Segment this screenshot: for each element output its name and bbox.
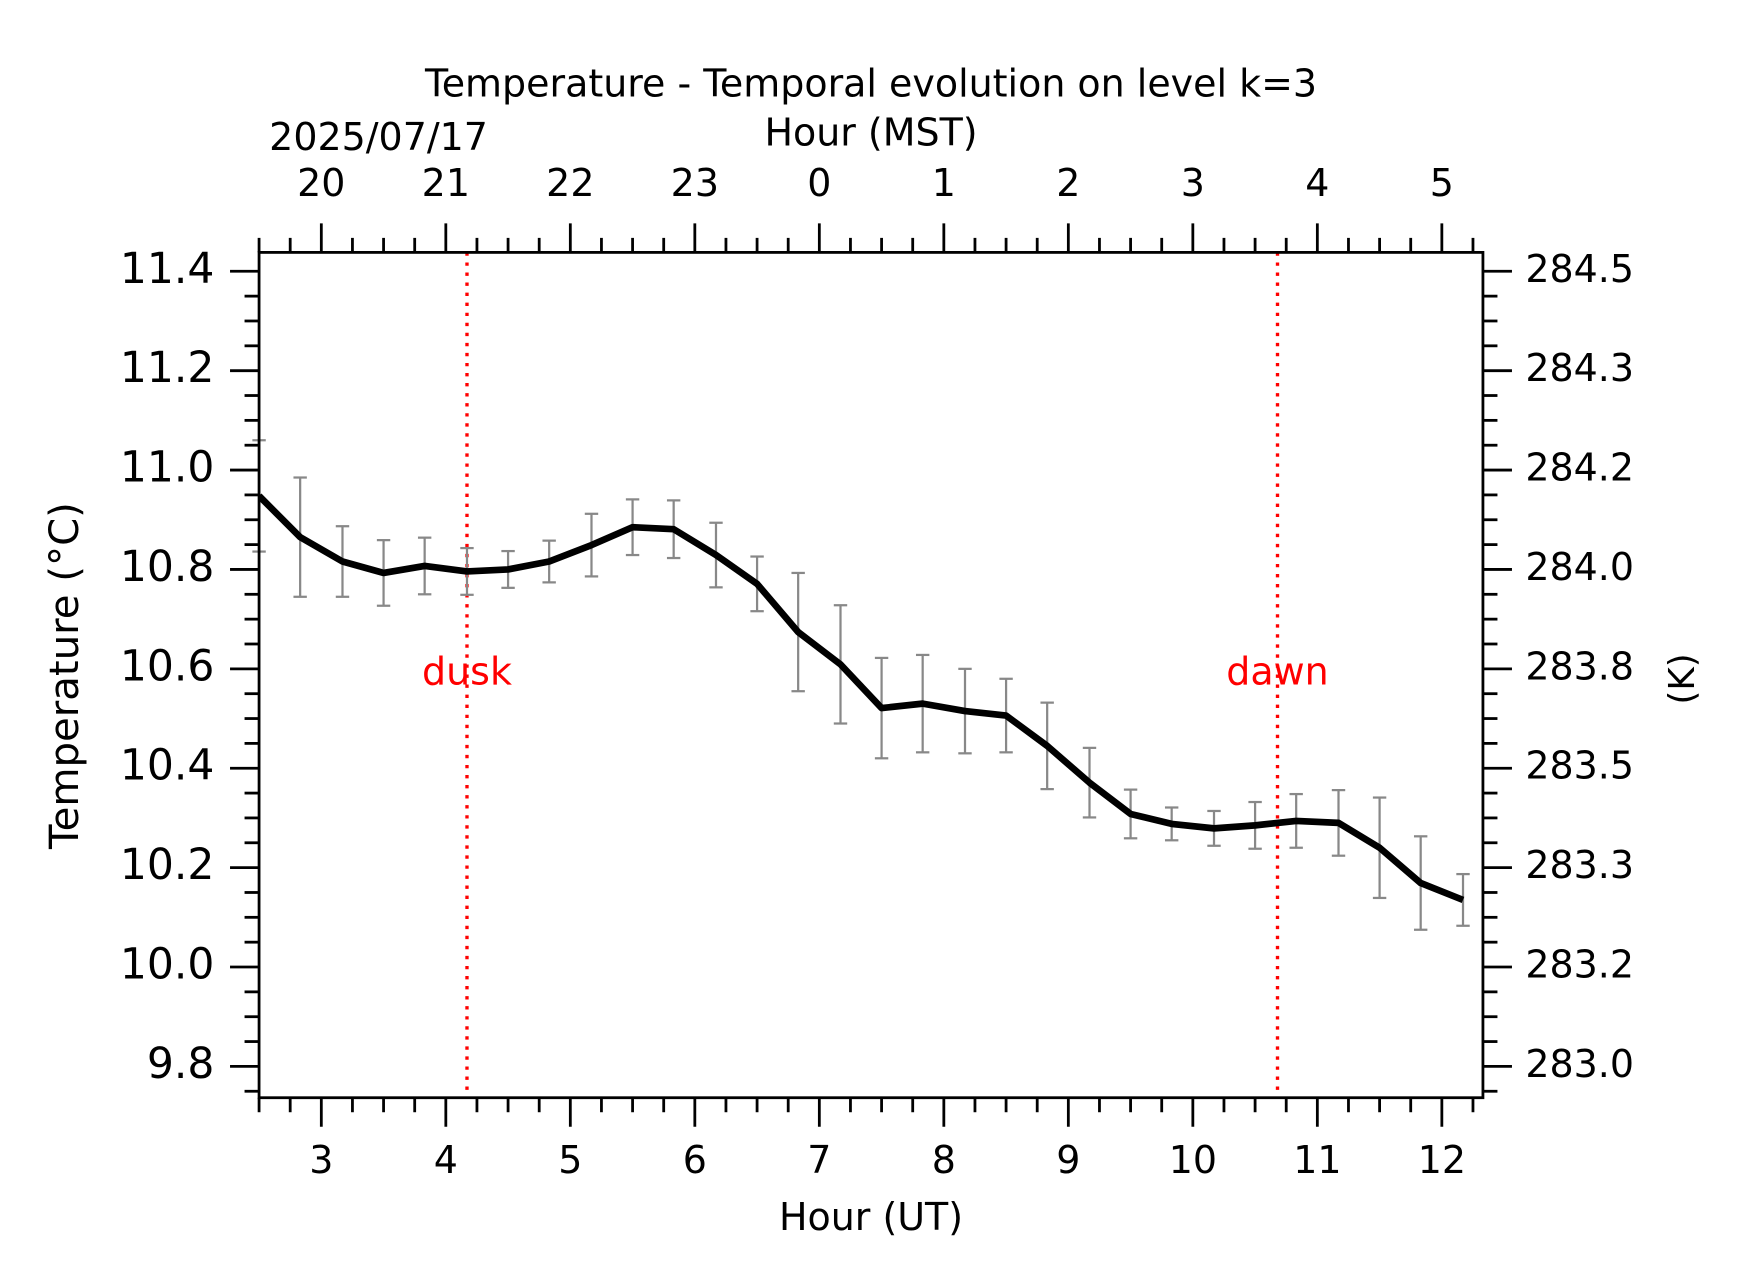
x2-tick-label: 0	[807, 161, 831, 205]
event-label: dusk	[422, 649, 512, 693]
y-tick-label: 10.4	[120, 742, 214, 791]
x2-tick-label: 4	[1305, 161, 1329, 205]
x2-date: 2025/07/17	[269, 115, 488, 159]
y2-tick-label: 284.0	[1525, 545, 1634, 589]
chart-title: Temperature - Temporal evolution on leve…	[424, 62, 1317, 106]
y-tick-label: 11.0	[120, 444, 214, 493]
plot-frame	[257, 251, 1485, 1100]
x-tick-label: 12	[1418, 1138, 1466, 1182]
y-tick-label: 10.8	[120, 543, 214, 592]
data-line	[259, 493, 1465, 904]
x2-tick-label: 2	[1056, 161, 1080, 205]
x-tick-label: 10	[1169, 1138, 1217, 1182]
y-tick-label: 11.4	[120, 245, 214, 294]
y2-axis-label: (K)	[1662, 653, 1703, 704]
x2-tick-label: 23	[671, 161, 719, 205]
x-tick-label: 4	[434, 1138, 458, 1182]
y-tick-label: 9.8	[147, 1040, 214, 1089]
x-tick-label: 11	[1293, 1138, 1341, 1182]
y-tick-label: 11.2	[120, 344, 214, 393]
y2-tick-label: 283.5	[1525, 744, 1634, 788]
y2-tick-label: 283.2	[1525, 943, 1634, 987]
y2-tick-label: 284.3	[1525, 346, 1634, 390]
x-axis-label: Hour (UT)	[779, 1195, 963, 1239]
event-label: dawn	[1226, 649, 1328, 693]
x-tick-label: 8	[932, 1138, 956, 1182]
x2-tick-label: 20	[297, 161, 345, 205]
x2-tick-label: 3	[1181, 161, 1205, 205]
y-axis-label: Temperature (°C)	[42, 502, 88, 850]
x2-tick-label: 21	[422, 161, 470, 205]
y-tick-label: 10.0	[120, 941, 214, 990]
x-tick-label: 7	[807, 1138, 831, 1182]
y2-tick-label: 284.5	[1525, 247, 1634, 291]
y2-tick-label: 283.3	[1525, 843, 1634, 887]
x2-tick-label: 22	[546, 161, 594, 205]
y-tick-label: 10.2	[120, 841, 214, 890]
x2-tick-label: 5	[1430, 161, 1454, 205]
x-tick-label: 3	[309, 1138, 333, 1182]
y2-tick-label: 283.8	[1525, 644, 1634, 688]
x2-tick-label: 1	[932, 161, 956, 205]
y2-tick-label: 283.0	[1525, 1042, 1634, 1086]
y-tick-label: 10.6	[120, 642, 214, 691]
x2-axis-label: Hour (MST)	[764, 111, 977, 155]
x-tick-label: 6	[683, 1138, 707, 1182]
x-tick-label: 5	[558, 1138, 582, 1182]
x-tick-label: 9	[1056, 1138, 1080, 1182]
y2-tick-label: 284.2	[1525, 446, 1634, 490]
